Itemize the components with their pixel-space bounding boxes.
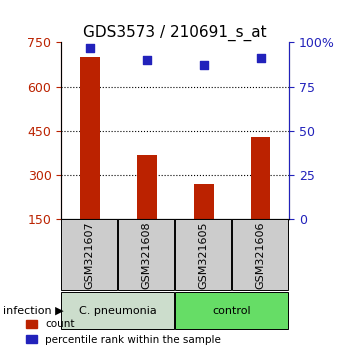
- Title: GDS3573 / 210691_s_at: GDS3573 / 210691_s_at: [83, 25, 267, 41]
- Text: GSM321605: GSM321605: [199, 221, 208, 289]
- Text: GSM321607: GSM321607: [85, 221, 95, 289]
- Text: infection ▶: infection ▶: [3, 306, 64, 316]
- Text: control: control: [213, 306, 251, 316]
- Point: [258, 56, 263, 61]
- Bar: [251, 137, 271, 264]
- Text: C. pneumonia: C. pneumonia: [79, 306, 157, 316]
- Legend: count, percentile rank within the sample: count, percentile rank within the sample: [22, 315, 225, 349]
- Text: GSM321606: GSM321606: [256, 221, 266, 289]
- Point: [87, 45, 92, 51]
- Point: [144, 57, 149, 63]
- Point: [201, 63, 206, 68]
- Bar: [80, 57, 100, 264]
- Text: GSM321608: GSM321608: [142, 221, 152, 289]
- Bar: [137, 155, 157, 264]
- Bar: [193, 184, 214, 264]
